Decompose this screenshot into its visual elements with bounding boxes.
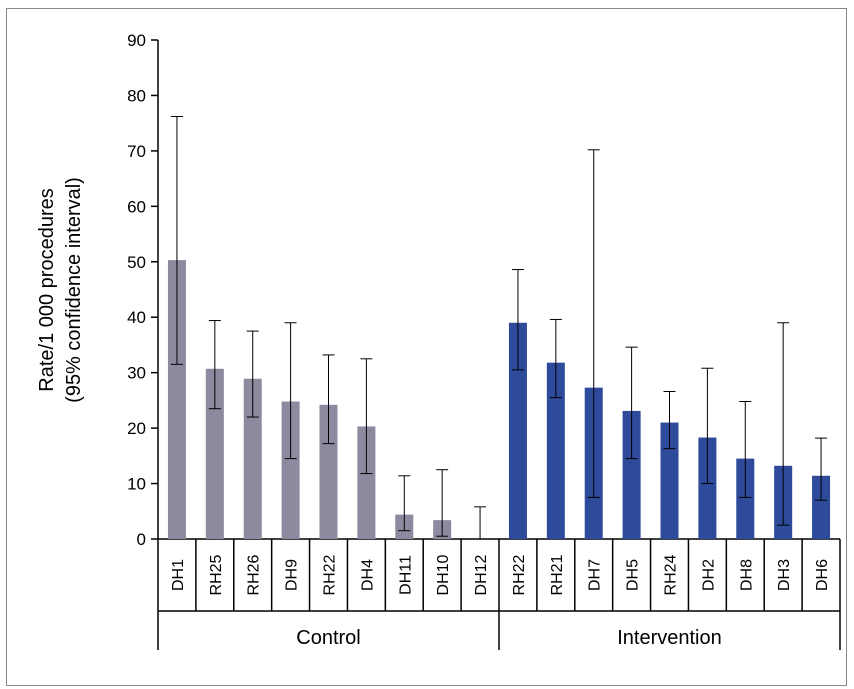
x-tick-labels: DH1 RH25 RH26 DH9 RH22 DH4 DH11 DH10 DH12 RH22 RH2… [170,554,831,595]
y-tick-label: 20 [127,419,146,438]
x-tick-label: DH2 [700,559,717,591]
x-tick-label: DH6 [814,559,831,591]
x-tick-label: RH25 [208,554,225,595]
y-axis-label-line-2: (95% confidence interval) [63,177,85,403]
bar [508,322,527,539]
x-tick-label: DH12 [473,554,490,595]
y-tick-label: 0 [137,530,146,549]
x-tick-label: RH21 [549,554,566,595]
bar [243,378,262,539]
y-tick-label: 40 [127,308,146,327]
x-tick-label: DH10 [435,554,452,595]
group-labels: Control Intervention [296,627,722,649]
x-tick-label: DH8 [738,559,755,591]
bar [622,410,641,539]
bar [698,437,717,539]
bar [812,475,831,539]
x-tick-label: RH24 [663,554,680,595]
chart-frame [6,8,847,686]
x-tick-label: RH22 [322,554,339,595]
y-axis-label-line-1: Rate/1 000 procedures [36,188,58,391]
x-tick-label: DH5 [625,559,642,591]
bar [736,458,755,539]
y-tick-label: 80 [127,86,146,105]
x-tick-label: RH22 [511,554,528,595]
y-tick-label: 70 [127,142,146,161]
axes: 0 10 20 30 40 50 60 70 80 90 [127,31,841,650]
x-tick-label: RH26 [246,554,263,595]
x-tick-label: DH1 [170,559,187,591]
bar [357,426,376,539]
x-tick-label: DH7 [587,559,604,591]
x-tick-label: DH9 [284,559,301,591]
bar [319,404,338,539]
bar [205,368,224,539]
group-label: Intervention [617,627,722,649]
bar [660,422,679,539]
y-tick-label: 60 [127,197,146,216]
y-tick-label: 50 [127,253,146,272]
y-tick-label: 10 [127,475,146,494]
x-tick-label: DH3 [776,559,793,591]
y-axis-label: Rate/1 000 procedures (95% confidence in… [36,177,85,403]
x-tick-label: DH11 [397,555,414,595]
bar [281,401,300,539]
y-tick-label: 30 [127,364,146,383]
error-bars [170,116,828,539]
x-tick-label: DH4 [359,559,376,591]
y-tick-label: 90 [127,31,146,50]
bar [167,260,186,539]
bars [167,260,831,539]
bar [546,362,565,539]
group-label: Control [296,627,360,649]
